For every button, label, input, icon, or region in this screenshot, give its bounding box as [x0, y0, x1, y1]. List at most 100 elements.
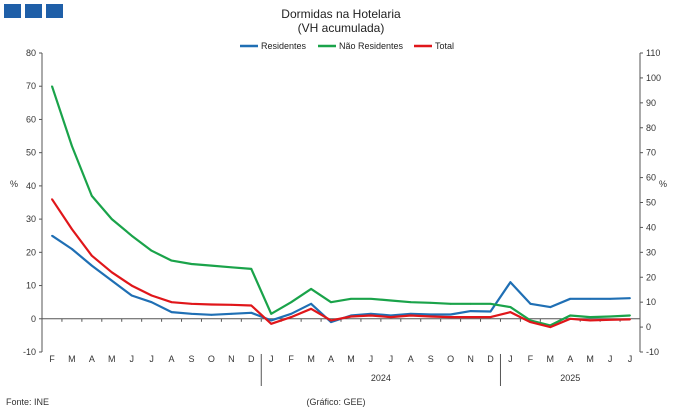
- data-point-nao-residentes: [509, 306, 512, 309]
- y-tick-label-left: 40: [26, 181, 36, 191]
- data-point-residentes: [529, 302, 532, 305]
- x-tick-label: N: [228, 354, 235, 364]
- x-tick-label: A: [89, 354, 95, 364]
- y-tick-label-left: 70: [26, 81, 36, 91]
- y-tick-label-right: 20: [646, 272, 656, 282]
- data-point-total: [290, 316, 293, 319]
- y-tick-label-right: 30: [646, 247, 656, 257]
- y-axis-right: -10 0 10 20 30 40 50 60 70 80 90 100 110: [639, 48, 661, 357]
- data-point-residentes: [629, 297, 631, 300]
- data-point-nao-residentes: [210, 264, 213, 267]
- data-point-total: [310, 307, 312, 310]
- data-point-total: [350, 315, 352, 318]
- data-point-residentes: [429, 313, 432, 316]
- data-point-nao-residentes: [389, 299, 392, 302]
- data-point-nao-residentes: [409, 301, 412, 304]
- y-tick-label-left: 0: [31, 314, 36, 324]
- data-point-nao-residentes: [270, 312, 273, 315]
- data-point-residentes: [71, 248, 73, 250]
- x-tick-label: F: [49, 354, 55, 364]
- data-point-total: [51, 198, 53, 201]
- data-point-total: [429, 315, 432, 318]
- data-point-residentes: [609, 297, 611, 300]
- x-tick-label: M: [347, 354, 355, 364]
- data-point-nao-residentes: [190, 263, 193, 265]
- data-point-total: [589, 319, 592, 322]
- credit-label: (Gráfico: GEE): [306, 397, 365, 407]
- y-tick-label-right: 100: [646, 73, 661, 83]
- x-tick-label: F: [288, 354, 294, 364]
- data-point-residentes: [589, 297, 592, 300]
- legend-label: Não Residentes: [339, 41, 404, 51]
- series-line-residentes: [51, 234, 631, 324]
- data-point-nao-residentes: [51, 85, 53, 88]
- x-tick-label: J: [149, 354, 154, 364]
- x-tick-label: J: [269, 354, 274, 364]
- data-point-residentes: [509, 281, 512, 284]
- data-point-nao-residentes: [250, 268, 253, 270]
- x-tick-label: J: [608, 354, 613, 364]
- data-point-total: [150, 294, 153, 297]
- y-tick-label-right: 40: [646, 222, 656, 232]
- y-tick-label-right: 0: [646, 322, 651, 332]
- data-point-total: [609, 318, 611, 321]
- data-point-residentes: [190, 312, 193, 315]
- data-point-nao-residentes: [589, 316, 592, 319]
- data-point-total: [250, 304, 253, 307]
- data-point-nao-residentes: [429, 301, 432, 304]
- data-point-total: [210, 303, 213, 306]
- data-point-total: [509, 311, 512, 314]
- data-point-total: [170, 301, 173, 304]
- data-point-residentes: [549, 306, 552, 309]
- data-point-total: [190, 302, 193, 305]
- data-point-nao-residentes: [290, 301, 293, 304]
- x-tick-label: M: [307, 354, 315, 364]
- y-tick-label-right: 70: [646, 148, 656, 158]
- y-tick-label-right: 110: [646, 48, 660, 58]
- data-point-nao-residentes: [330, 301, 332, 304]
- plot-area: [50, 85, 631, 329]
- data-point-nao-residentes: [370, 297, 372, 300]
- data-point-residentes: [90, 264, 93, 267]
- year-label: 2025: [560, 373, 580, 383]
- data-point-total: [130, 284, 133, 287]
- x-tick-label: A: [328, 354, 334, 364]
- data-point-total: [629, 318, 631, 321]
- x-tick-label: M: [586, 354, 594, 364]
- x-tick-label: A: [408, 354, 414, 364]
- data-point-nao-residentes: [130, 234, 133, 237]
- y-tick-label-right: 90: [646, 98, 656, 108]
- y-tick-label-right: 80: [646, 123, 656, 133]
- brand-logo: [4, 4, 63, 18]
- x-tick-label: D: [248, 354, 255, 364]
- x-axis: F M A M J J A S O N D J F M A M J J A S O N D J F M A M J J 2024 2025: [41, 318, 641, 386]
- x-tick-label: J: [389, 354, 394, 364]
- data-point-residentes: [449, 313, 452, 316]
- x-tick-label: N: [467, 354, 474, 364]
- data-point-residentes: [389, 314, 392, 317]
- data-point-total: [449, 316, 452, 319]
- data-point-residentes: [170, 311, 173, 314]
- data-point-total: [90, 254, 93, 257]
- data-point-residentes: [330, 321, 332, 323]
- y-tick-label-right: -10: [646, 347, 659, 357]
- chart-legend: Residentes Não Residentes Total: [240, 41, 454, 51]
- data-point-total: [389, 316, 392, 319]
- data-point-nao-residentes: [469, 302, 472, 305]
- data-point-nao-residentes: [71, 145, 73, 147]
- x-tick-label: A: [169, 354, 175, 364]
- data-point-nao-residentes: [489, 302, 492, 305]
- data-point-residentes: [569, 297, 572, 300]
- year-label: 2024: [371, 373, 391, 383]
- data-point-total: [469, 316, 472, 319]
- y-axis-left: -10 0 10 20 30 40 50 60 70 80: [23, 48, 43, 357]
- y-tick-label-left: 10: [26, 281, 36, 291]
- x-tick-label: D: [487, 354, 494, 364]
- y-tick-label-right: 60: [646, 173, 656, 183]
- data-point-nao-residentes: [90, 194, 93, 197]
- data-point-residentes: [270, 319, 273, 322]
- series-line-total: [51, 198, 631, 329]
- y-tick-label-left: 20: [26, 247, 36, 257]
- x-tick-label: S: [428, 354, 434, 364]
